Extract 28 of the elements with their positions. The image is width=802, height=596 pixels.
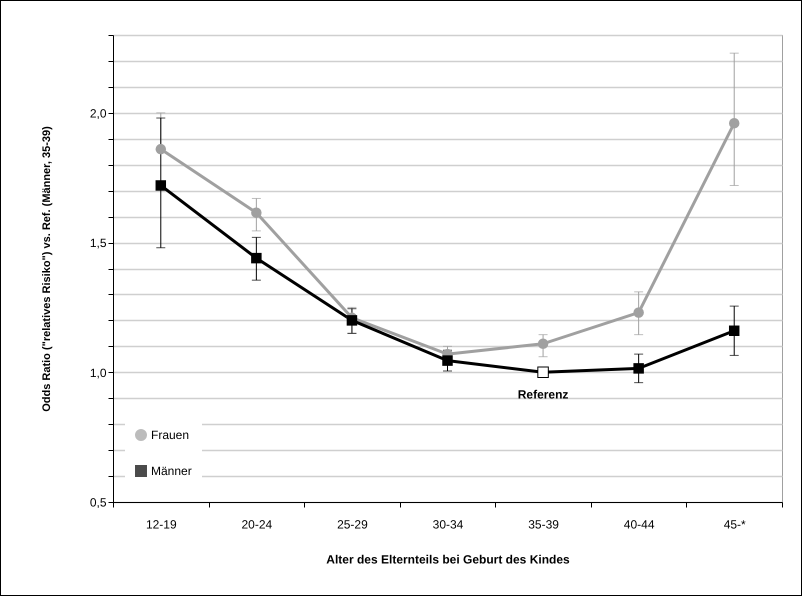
x-tick-label: 35-39 [528,518,560,532]
y-tick-label: 1,0 [90,366,107,380]
y-tick-label: 0,5 [90,496,107,510]
x-tick-label: 12-19 [146,518,177,532]
y-tick-label: 1,5 [90,236,107,250]
x-tick-label: 30-34 [432,518,464,532]
point [633,363,644,374]
point [346,315,358,326]
point [728,118,740,128]
point [156,180,166,191]
annotation: Referenz [518,387,568,402]
legend-label: Frauen [151,428,190,442]
x-tick-label: 20-24 [242,518,273,532]
legend-label: Männer [151,464,192,478]
point [251,252,262,264]
point [156,144,166,154]
x-axis-title: Alter des Elternteils bei Geburt des Kindes [326,552,570,566]
point [251,207,262,218]
y-axis-title: Odds Ratio ("relatives Risiko") vs. Ref. (Männer, 35-39) [40,126,53,412]
x-tick-label: 25-29 [337,518,368,532]
point [442,355,453,366]
x-tick-label: 45-* [724,518,746,532]
point [537,366,549,378]
point [728,326,740,336]
point [633,307,644,318]
y-tick-label: 2,0 [90,106,107,120]
point [538,338,548,349]
x-tick-label: 40-44 [624,518,655,532]
